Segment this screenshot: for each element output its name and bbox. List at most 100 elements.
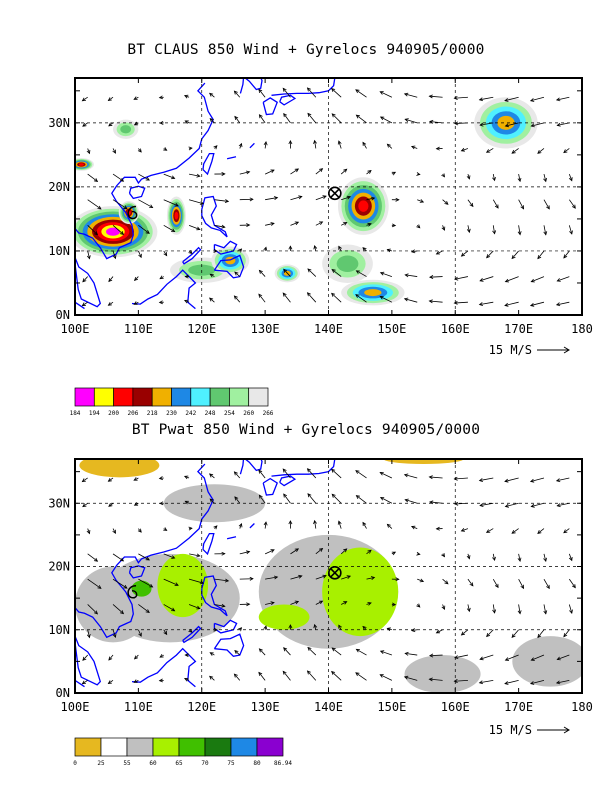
wind-vector-head	[319, 221, 324, 226]
wind-vector-head	[313, 139, 317, 145]
wind-vector-head	[337, 140, 342, 145]
wind-vector-head	[379, 271, 385, 276]
pwat-shading	[322, 547, 399, 637]
wind-vector	[479, 122, 494, 126]
wind-vector-head	[454, 655, 459, 659]
wind-vector	[366, 197, 375, 201]
wind-vector	[112, 578, 128, 589]
wind-vector-head	[494, 583, 499, 589]
wind-vector	[530, 679, 545, 685]
wind-vector-head	[343, 548, 348, 553]
wind-vector-head	[466, 555, 471, 560]
wind-vector-head	[145, 609, 150, 614]
wind-vector	[505, 276, 519, 283]
wind-vector	[331, 647, 342, 656]
wind-vector	[557, 276, 570, 282]
wind-vector	[314, 140, 317, 149]
wind-vector-head	[454, 276, 459, 281]
wind-vector-head	[294, 600, 300, 605]
colorbar-label: 260	[243, 410, 254, 417]
wind-vector-head	[343, 168, 348, 173]
wind-vector-head	[209, 473, 214, 478]
wind-vector-head	[568, 177, 573, 182]
wind-vector-head	[133, 96, 138, 100]
wind-vector	[341, 575, 351, 580]
coastline	[75, 301, 85, 310]
wind-vector	[214, 604, 225, 607]
wind-vector-head	[435, 146, 440, 151]
wind-vector	[537, 148, 545, 154]
wind-vector	[239, 551, 250, 555]
wind-vector	[461, 629, 469, 636]
wind-vector-head	[466, 607, 471, 613]
wind-vector	[461, 250, 469, 257]
wind-vector	[461, 148, 469, 152]
wind-vector-head	[273, 575, 279, 580]
wind-vector	[307, 468, 317, 479]
wind-vector-head	[233, 471, 238, 476]
wind-vector-head	[530, 503, 535, 508]
wind-vector-head	[171, 228, 176, 233]
wind-vector-head	[479, 122, 484, 127]
lon-label: 140E	[314, 700, 343, 714]
wind-vector-head	[97, 205, 102, 210]
wind-vector-head	[386, 523, 391, 528]
wind-vector	[340, 548, 347, 555]
wind-vector-head	[444, 580, 449, 585]
wind-vector	[486, 629, 494, 637]
wind-vector	[265, 197, 278, 201]
wind-vector	[405, 652, 418, 656]
wind-vector-head	[107, 302, 112, 306]
wind-vector-head	[504, 123, 509, 128]
wind-vector	[265, 576, 278, 580]
wind-vector	[355, 294, 367, 303]
wind-vector	[563, 629, 570, 637]
wind-vector-head	[404, 273, 409, 278]
wind-vector-head	[283, 268, 288, 273]
wind-vector-head	[355, 294, 360, 298]
wind-vector-head	[221, 551, 226, 556]
wind-vector	[568, 578, 576, 588]
wind-vector	[314, 520, 317, 529]
coastline	[213, 633, 245, 658]
wind-vector	[429, 121, 443, 124]
wind-vector	[87, 578, 102, 589]
wind-vector-head	[159, 653, 164, 658]
wind-vector-head	[556, 503, 561, 508]
wind-vector	[163, 250, 168, 256]
wind-vector-head	[119, 610, 125, 615]
wind-vector-head	[517, 177, 522, 183]
wind-vector	[404, 93, 418, 98]
wind-vector-head	[331, 493, 336, 498]
wind-vector	[209, 473, 215, 479]
wind-vector-head	[133, 121, 139, 126]
lon-label: 160E	[441, 322, 470, 336]
wind-vector	[454, 654, 469, 659]
wind-vector-head	[504, 503, 509, 508]
wind-vector-head	[119, 557, 125, 562]
wind-vector	[531, 502, 545, 507]
wind-vector-head	[504, 478, 509, 483]
wind-vector	[505, 502, 519, 507]
wind-vector	[87, 173, 98, 182]
wind-vector-head	[263, 141, 268, 146]
wind-vector-head	[486, 632, 491, 638]
wind-vector	[234, 116, 241, 124]
coastline	[213, 254, 245, 279]
wind-vector-head	[183, 94, 189, 99]
pwat-shading	[512, 636, 582, 687]
wind-vector	[258, 89, 266, 98]
colorbar: 0 25 55 60 65 70 75 80 86.94	[73, 737, 292, 767]
wind-vector-head	[188, 526, 193, 531]
colorbar-label: 25	[97, 760, 105, 767]
gyre-location-marker	[328, 566, 342, 580]
wind-vector-head	[283, 113, 288, 118]
wind-vector	[282, 671, 291, 681]
wind-vector	[511, 250, 519, 259]
wind-vector-head	[133, 301, 138, 305]
coastline	[182, 625, 202, 644]
wind-vector	[209, 118, 215, 124]
wind-vector	[556, 301, 570, 306]
wind-vector-head	[86, 255, 91, 260]
wind-vector-head	[209, 498, 214, 503]
